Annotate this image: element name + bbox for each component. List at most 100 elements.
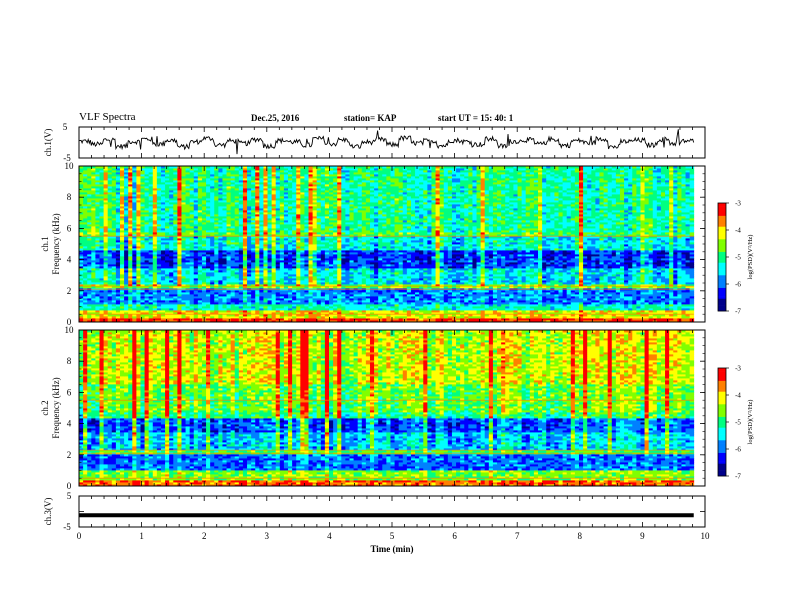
spectrogram-cell [533, 306, 539, 309]
spectrogram-cell [230, 284, 236, 287]
spectrogram-cell [107, 298, 113, 301]
spectrogram-cell [218, 282, 223, 285]
spectrogram-cell [292, 316, 297, 319]
spectrogram-cell [111, 318, 117, 321]
spectrogram-cell [497, 274, 502, 277]
spectrogram-cell [124, 278, 129, 281]
spectrogram-cell [562, 314, 568, 317]
spectrogram-cell [79, 306, 84, 309]
spectrogram-cell [607, 316, 613, 319]
spectrogram-cell [681, 306, 686, 309]
spectrogram-cell [369, 310, 375, 313]
spectrogram-cell [91, 282, 96, 285]
spectrogram-cell [460, 272, 465, 275]
spectrogram-cell [468, 302, 473, 305]
spectrogram-cell [103, 280, 109, 283]
spectrogram-cell [365, 292, 371, 295]
spectrogram-cell [492, 284, 498, 287]
spectrogram-cell [206, 308, 211, 311]
spectrogram-cell [517, 282, 523, 285]
spectrogram-cell [632, 304, 637, 307]
spectrogram-cell [423, 310, 428, 313]
spectrogram-cell [308, 274, 313, 277]
spectrogram-cell [337, 304, 342, 307]
spectrogram-cell [201, 300, 207, 303]
spectrogram-cell [251, 296, 256, 299]
spectrogram-cell [365, 318, 371, 321]
spectrogram-cell [595, 290, 600, 293]
spectrogram-cell [283, 272, 289, 275]
spectrogram-cell [533, 290, 539, 293]
spectrogram-cell [193, 300, 199, 303]
spectrogram-cell [251, 312, 256, 315]
spectrogram-cell [423, 274, 428, 277]
spectrogram-cell [165, 308, 170, 311]
spectrogram-cell [271, 292, 277, 295]
spectrogram-cell [206, 304, 211, 307]
spectrogram-cell [402, 310, 408, 313]
spectrogram-cell [476, 300, 482, 303]
spectrogram-cell [275, 304, 281, 307]
spectrogram-cell [533, 276, 539, 279]
spectrogram-cell [132, 298, 137, 301]
spectrogram-cell [378, 278, 383, 281]
spectrogram-cell [656, 320, 662, 323]
spectrogram-cell [378, 268, 383, 271]
spectrogram-cell [546, 300, 551, 303]
spectrogram-cell [267, 294, 273, 297]
spectrogram-cell [361, 298, 367, 301]
spectrogram-cell [234, 294, 240, 297]
spectrogram-cell [320, 308, 326, 311]
spectrogram-cell [423, 278, 428, 281]
spectrogram-cell [271, 306, 277, 309]
spectrogram-cell [476, 292, 482, 295]
spectrogram-cell [165, 282, 170, 285]
spectrogram-cell [333, 312, 338, 315]
spectrogram-cell [624, 312, 629, 315]
spectrogram-cell [443, 268, 449, 271]
spectrogram-cell [628, 284, 633, 287]
spectrogram-cell [124, 284, 129, 287]
spectrogram-cell [365, 276, 371, 279]
spectrogram-cell [99, 268, 104, 271]
spectrogram-cell [79, 312, 84, 315]
spectrogram-cell [488, 308, 494, 311]
spectrogram-cell [304, 268, 309, 271]
spectrogram-cell [574, 300, 580, 303]
spectrogram-cell [87, 300, 92, 303]
spectrogram-cell [521, 306, 527, 309]
spectrogram-cell [247, 290, 252, 293]
spectrogram-cell [173, 298, 178, 301]
spectrogram-cell [509, 284, 514, 287]
spectrogram-cell [300, 314, 305, 317]
spectrogram-cell [341, 298, 346, 301]
spectrogram-cell [283, 292, 289, 295]
spectrogram-cell [476, 316, 482, 319]
spectrogram-cell [538, 316, 543, 319]
spectrogram-cell [304, 308, 309, 311]
spectrogram-cell [427, 276, 432, 279]
spectrogram-cell [124, 294, 129, 297]
spectrogram-cell [468, 304, 473, 307]
spectrogram-cell [263, 290, 268, 293]
spectrogram-cell [685, 272, 691, 275]
spectrogram-cell [152, 296, 158, 299]
spectrogram-cell [267, 308, 273, 311]
spectrogram-cell [103, 276, 109, 279]
spectrogram-cell [144, 286, 150, 289]
spectrogram-cell [611, 286, 617, 289]
spectrogram-cell [115, 294, 121, 297]
spectrogram-cell [624, 282, 629, 285]
spectrogram-cell [624, 294, 629, 297]
spectrogram-cell [361, 308, 367, 311]
spectrogram-cell [660, 316, 666, 319]
spectrogram-cell [255, 268, 260, 271]
spectrogram-cell [247, 298, 252, 301]
spectrogram-cell [669, 316, 674, 319]
spectrogram-cell [603, 314, 609, 317]
spectrogram-cell [488, 314, 494, 317]
spectrogram-cell [677, 286, 682, 289]
spectrogram-cell [140, 286, 145, 289]
spectrogram-cell [238, 320, 244, 323]
spectrogram-cell [304, 312, 309, 315]
